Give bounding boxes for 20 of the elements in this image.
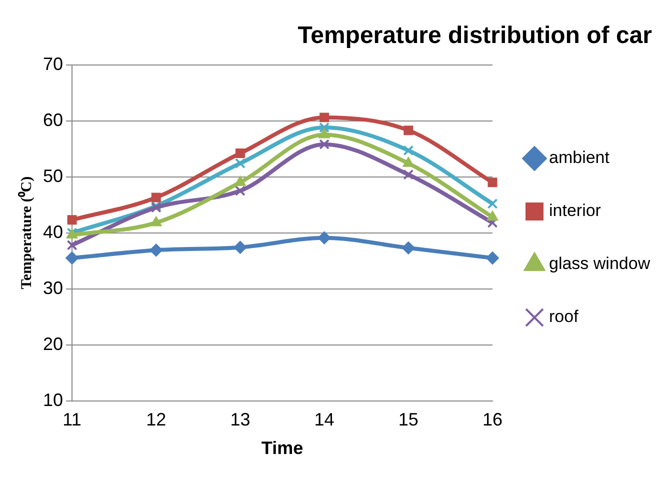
legend-label: interior bbox=[549, 201, 602, 220]
y-tick-label: 50 bbox=[42, 166, 64, 186]
y-axis-title: Temperature (⁰C) bbox=[16, 176, 35, 290]
y-tick-label: 40 bbox=[42, 222, 64, 242]
y-tick-label: 20 bbox=[42, 334, 64, 354]
x-tick-label: 15 bbox=[398, 410, 418, 430]
legend-label: ambient bbox=[549, 148, 610, 168]
y-tick-label: 70 bbox=[42, 54, 64, 74]
y-tick-label: 60 bbox=[42, 110, 64, 130]
x-tick-label: 12 bbox=[146, 410, 166, 430]
y-tick-label: 10 bbox=[42, 390, 64, 410]
x-tick-label: 16 bbox=[482, 410, 503, 430]
x-axis-title: Time bbox=[261, 438, 304, 458]
x-tick-label: 13 bbox=[230, 410, 250, 430]
y-tick-label: 30 bbox=[42, 278, 64, 298]
x-tick-label: 14 bbox=[314, 410, 334, 430]
legend-label: glass window bbox=[549, 254, 651, 274]
x-tick-label: 11 bbox=[62, 410, 82, 430]
chart-title: Temperature distribution of car bbox=[298, 22, 652, 50]
legend-label: roof bbox=[549, 307, 579, 326]
